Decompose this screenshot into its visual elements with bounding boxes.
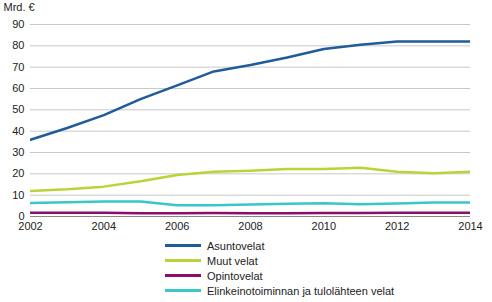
svg-text:80: 80 xyxy=(12,39,24,51)
svg-text:0: 0 xyxy=(18,210,25,222)
svg-text:30: 30 xyxy=(12,146,24,158)
html-text:Muut velat: Muut velat xyxy=(207,254,258,267)
svg-text:20: 20 xyxy=(12,167,24,179)
svg-text:2008: 2008 xyxy=(238,220,262,232)
svg-text:70: 70 xyxy=(12,61,24,73)
svg-text:2002: 2002 xyxy=(18,220,42,232)
html-text:Opintovelat: Opintovelat xyxy=(207,269,263,282)
svg-text:2014: 2014 xyxy=(458,220,482,232)
svg-text:2004: 2004 xyxy=(92,220,116,232)
html-text:Elinkeinotoiminnan ja tuloläht: Elinkeinotoiminnan ja tulolähteen velat xyxy=(207,284,395,297)
svg-text:60: 60 xyxy=(12,82,24,94)
svg-text:90: 90 xyxy=(12,18,24,30)
svg-text:2010: 2010 xyxy=(312,220,336,232)
svg-text:Mrd. €: Mrd. € xyxy=(4,1,35,13)
svg-text:40: 40 xyxy=(12,125,24,137)
svg-text:2012: 2012 xyxy=(385,220,409,232)
svg-text:2006: 2006 xyxy=(165,220,189,232)
svg-text:10: 10 xyxy=(12,189,24,201)
html-text:Asuntovelat: Asuntovelat xyxy=(207,239,265,252)
svg-text:50: 50 xyxy=(12,103,24,115)
